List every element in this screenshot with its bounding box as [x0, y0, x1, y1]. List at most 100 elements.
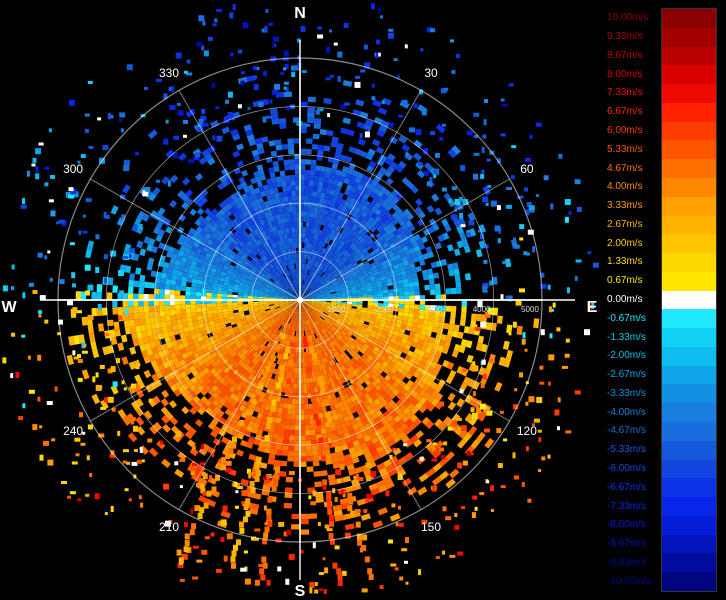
velocity-cell [311, 272, 316, 278]
velocity-cell [372, 337, 379, 344]
velocity-cell [365, 315, 371, 320]
velocity-cell [333, 314, 339, 318]
velocity-cell [304, 314, 308, 320]
velocity-cell [330, 341, 336, 347]
velocity-cell [339, 285, 346, 289]
velocity-cell [323, 177, 330, 184]
velocity-cell [215, 395, 223, 403]
velocity-cell [418, 473, 429, 483]
velocity-cell [411, 390, 419, 399]
velocity-cell [318, 336, 323, 342]
velocity-cell [266, 329, 272, 335]
velocity-cell [302, 315, 305, 321]
velocity-cell [350, 451, 358, 459]
velocity-cell [309, 304, 315, 308]
velocity-cell [261, 331, 267, 337]
velocity-cell [330, 200, 337, 207]
velocity-cell [278, 402, 284, 409]
velocity-cell [218, 391, 226, 399]
velocity-cell [315, 300, 321, 302]
velocity-cell [416, 238, 424, 246]
velocity-cell [206, 292, 212, 297]
velocity-cell [301, 336, 304, 342]
velocity-cell [348, 318, 354, 322]
velocity-cell [332, 352, 338, 358]
velocity-cell [374, 259, 381, 266]
velocity-cell [402, 216, 410, 224]
velocity-cell [355, 345, 362, 351]
velocity-cell [313, 366, 318, 372]
velocity-cell [314, 175, 320, 182]
velocity-cell [254, 353, 261, 360]
velocity-cell [341, 321, 347, 326]
velocity-cell [303, 292, 308, 297]
velocity-cell [328, 286, 335, 290]
velocity-cell [368, 408, 376, 416]
velocity-cell [96, 292, 102, 300]
velocity-cell [372, 453, 381, 462]
velocity-cell [138, 312, 145, 319]
velocity-cell [269, 350, 274, 356]
velocity-cell [464, 273, 471, 281]
velocity-cell [397, 345, 405, 353]
velocity-cell [315, 365, 320, 371]
velocity-cell [246, 391, 253, 398]
velocity-cell [335, 225, 341, 232]
velocity-cell [314, 481, 323, 488]
velocity-cell [371, 329, 378, 335]
velocity-cell [246, 338, 253, 344]
velocity-cell [400, 270, 407, 276]
velocity-cell [331, 269, 337, 275]
velocity-cell [380, 275, 387, 281]
velocity-cell [344, 523, 355, 531]
velocity-cell [359, 111, 369, 119]
velocity-cell [300, 305, 302, 311]
velocity-cell [287, 403, 292, 410]
velocity-cell [350, 269, 356, 274]
velocity-cell [376, 283, 383, 288]
velocity-cell [384, 196, 393, 205]
velocity-cell [369, 275, 376, 281]
velocity-cell [444, 224, 452, 233]
velocity-cell [288, 435, 295, 441]
velocity-cell [406, 254, 413, 261]
velocity-cell [340, 287, 346, 291]
velocity-cell [341, 443, 349, 451]
velocity-cell [325, 378, 331, 385]
velocity-cell [295, 331, 298, 337]
velocity-cell [303, 291, 307, 296]
velocity-cell [338, 347, 344, 354]
velocity-cell [357, 437, 366, 445]
velocity-cell [380, 355, 387, 362]
velocity-cell [198, 447, 208, 456]
velocity-cell [301, 320, 304, 326]
velocity-cell [300, 127, 307, 134]
velocity-cell [377, 286, 383, 291]
velocity-cell [247, 295, 254, 299]
velocity-cell [445, 375, 454, 385]
velocity-cell [211, 384, 219, 392]
velocity-cell [447, 263, 454, 271]
velocity-cell [451, 350, 459, 358]
velocity-cell [316, 268, 321, 274]
velocity-cell [395, 349, 403, 357]
velocity-cell [424, 335, 431, 342]
velocity-cell [279, 397, 285, 404]
velocity-cell [360, 197, 367, 205]
velocity-cell [411, 240, 419, 248]
velocity-cell [359, 254, 366, 260]
velocity-cell [372, 305, 378, 310]
velocity-cell [305, 297, 311, 299]
velocity-cell [347, 179, 355, 187]
velocity-cell [327, 322, 333, 328]
velocity-cell [345, 397, 353, 405]
velocity-cell [176, 275, 183, 282]
velocity-cell [386, 345, 393, 351]
velocity-cell [301, 305, 303, 311]
velocity-cell [313, 381, 318, 388]
velocity-cell [244, 371, 251, 379]
velocity-cell [87, 324, 94, 334]
velocity-cell [263, 333, 269, 339]
velocity-cell [300, 529, 310, 535]
velocity-cell [222, 387, 229, 395]
